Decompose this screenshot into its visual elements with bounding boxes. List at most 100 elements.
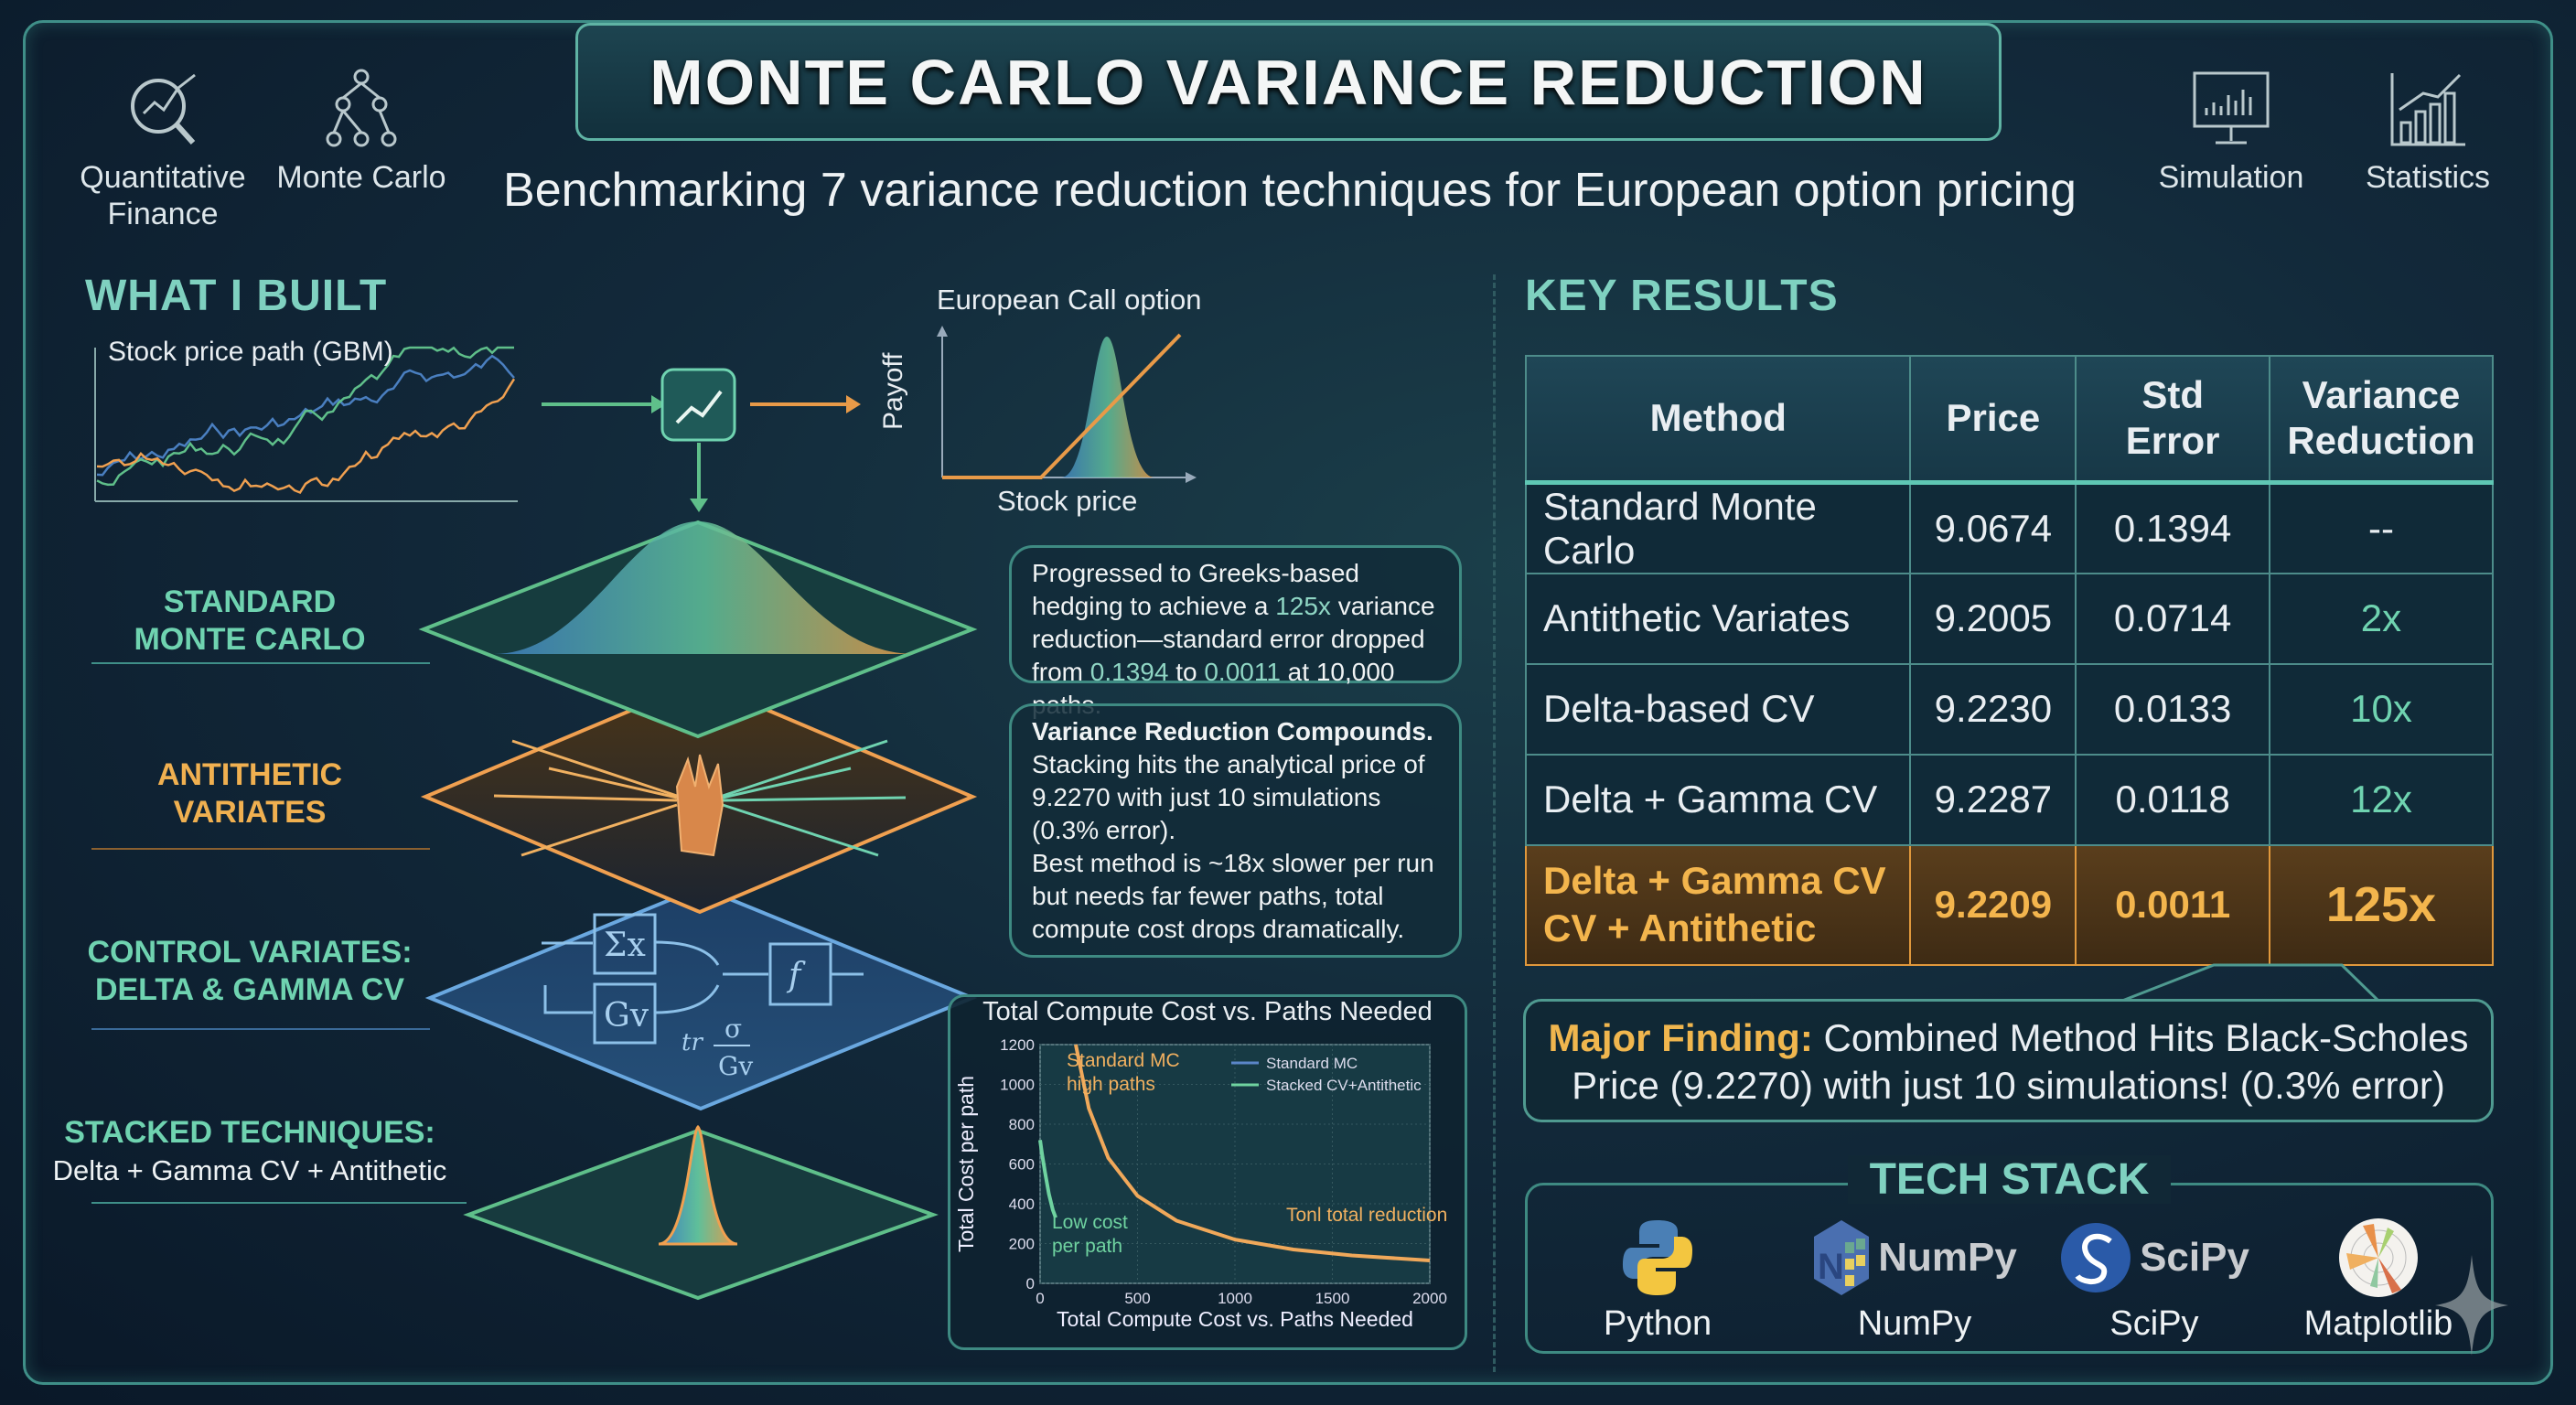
tech-python: Python xyxy=(1548,1217,1767,1344)
tree-network-icon xyxy=(326,69,397,147)
chart-annotation: high paths xyxy=(1067,1074,1155,1095)
callout-compounds: Variance Reduction Compounds. Stacking h… xyxy=(1009,703,1462,958)
tech-stack-title: TECH STACK xyxy=(1847,1155,2172,1204)
column-header: Variance Reduction xyxy=(2268,355,2495,485)
top-icon-label: Finance xyxy=(107,197,219,231)
cell-std-error: 0.0118 xyxy=(2075,753,2270,846)
numpy-logo-icon: N xyxy=(1814,1220,1870,1295)
title-banner: MONTE CARLO VARIANCE REDUCTION xyxy=(575,23,2002,141)
stock-path-line xyxy=(96,354,515,477)
top-icon-label: Quantitative xyxy=(80,160,246,195)
tech-matplotlib: Matplotlib xyxy=(2269,1217,2488,1344)
chart-title: Total Compute Cost vs. Paths Needed xyxy=(982,997,1433,1026)
tech-stack-heading: TECH STACK xyxy=(1525,1154,2494,1205)
table-row: Antithetic Variates 9.2005 0.0714 2x xyxy=(1524,572,2495,665)
top-icon-label: Monte Carlo xyxy=(276,160,446,195)
legend-label: Standard MC xyxy=(1266,1055,1358,1072)
tier-line: Delta + Gamma CV + Antithetic xyxy=(52,1154,447,1186)
trend-up-icon xyxy=(675,390,723,424)
payoff-xlabel: Stock price xyxy=(997,485,1138,517)
monitor-chart-icon xyxy=(2193,71,2270,145)
x-tick-label: 0 xyxy=(1036,1290,1044,1307)
python-logo-icon xyxy=(1623,1220,1692,1295)
arrow-down-icon xyxy=(690,499,708,512)
table-row: Delta-based CV 9.2230 0.0133 10x xyxy=(1524,662,2495,756)
cell-price: 9.2209 xyxy=(1909,843,2077,966)
y-tick-label: 200 xyxy=(1009,1236,1035,1253)
callout-highlight: 0.0011 xyxy=(1204,658,1281,686)
bar-chart-icon xyxy=(2390,73,2465,146)
cell-std-error: 0.0011 xyxy=(2075,843,2270,966)
cell-price: 9.2005 xyxy=(1909,572,2077,665)
tech-label: NumPy xyxy=(1857,1304,1972,1343)
callout-text: Progressed to Greeks-based hedging to ac… xyxy=(1032,559,1359,620)
simulation-badge: Simulation xyxy=(2131,68,2332,196)
tier-stacked: STACKED TECHNIQUES: Delta + Gamma CV + An… xyxy=(46,1114,454,1189)
y-tick-label: 600 xyxy=(1009,1156,1035,1174)
antithetic-rays xyxy=(493,739,907,857)
callout-text: Best method is ~18x slower per run but n… xyxy=(1032,849,1434,943)
page-subtitle: Benchmarking 7 variance reduction techni… xyxy=(503,164,2077,217)
cell-variance-reduction: 10x xyxy=(2268,662,2495,756)
stock-path-line xyxy=(96,378,516,495)
monte-carlo-badge: Monte Carlo xyxy=(261,68,462,196)
tier-line: MONTE CARLO xyxy=(134,622,366,657)
bell-curve xyxy=(494,521,915,654)
tech-label: Matplotlib xyxy=(2303,1304,2453,1343)
tech-label: Python xyxy=(1603,1304,1712,1343)
y-tick-label: 400 xyxy=(1009,1196,1035,1213)
cell-method: Delta-based CV xyxy=(1524,662,1912,756)
x-tick-label: 1500 xyxy=(1315,1290,1350,1307)
what-i-built-heading: WHAT I BUILT xyxy=(85,272,388,320)
legend-label: Stacked CV+Antithetic xyxy=(1266,1077,1422,1094)
control-variates-flow xyxy=(542,913,864,1045)
tier-antithetic: ANTITHETIC VARIATES xyxy=(58,756,442,831)
svg-text:N: N xyxy=(1818,1247,1844,1287)
method-line: Delta + Gamma CV xyxy=(1543,859,1886,902)
sigma-symbol: σ xyxy=(724,1014,742,1044)
finding-text: Combined Method Hits Black-Scholes Price… xyxy=(1572,1016,2469,1107)
statistics-badge: Statistics xyxy=(2327,68,2528,196)
cell-method: Antithetic Variates xyxy=(1524,572,1912,665)
stock-path-line xyxy=(96,346,514,487)
tech-scipy: SciPy SciPy xyxy=(2035,1217,2273,1344)
tier-line: DELTA & GAMMA CV xyxy=(94,972,405,1007)
callout-text: Stacking hits the analytical price of 9.… xyxy=(1032,750,1425,844)
cell-price: 9.2230 xyxy=(1909,662,2077,756)
stock-path-label: Stock price path (GBM) xyxy=(108,337,393,367)
gv-denominator: Gv xyxy=(718,1051,753,1081)
x-axis-label: Total Compute Cost vs. Paths Needed xyxy=(1057,1307,1413,1331)
cell-price: 9.0674 xyxy=(1909,481,2077,574)
tr-symbol: tr xyxy=(682,1029,703,1056)
tier-line: STANDARD xyxy=(163,585,337,619)
payoff-title: European Call option xyxy=(937,284,1202,316)
sparkle-icon xyxy=(2435,1255,2508,1356)
callout-greeks: Progressed to Greeks-based hedging to ac… xyxy=(1009,545,1462,719)
cell-variance-reduction: -- xyxy=(2268,481,2495,574)
tier-standard-mc: STANDARD MONTE CARLO xyxy=(58,584,442,659)
stock-path-chart xyxy=(94,346,518,502)
top-icon-label: Statistics xyxy=(2365,160,2491,195)
cell-variance-reduction: 12x xyxy=(2268,753,2495,846)
tech-label: SciPy xyxy=(2109,1304,2199,1343)
trend-icon-box xyxy=(660,368,736,442)
outer-frame xyxy=(23,20,2553,1385)
cell-std-error: 0.0133 xyxy=(2075,662,2270,756)
table-row: Standard Monte Carlo 9.0674 0.1394 -- xyxy=(1524,481,2495,574)
column-header: Method xyxy=(1524,355,1912,485)
compute-cost-chart: 0 500 1000 1500 2000 0 200 400 600 800 1000 1200 Tot… xyxy=(954,1036,1447,1331)
key-results-heading: KEY RESULTS xyxy=(1525,272,1839,320)
section-divider xyxy=(1493,274,1496,1372)
cell-std-error: 0.1394 xyxy=(2075,481,2270,574)
cell-price: 9.2287 xyxy=(1909,753,2077,846)
arrow-icon xyxy=(846,395,861,413)
cell-method: Delta + Gamma CV CV + Antithetic xyxy=(1524,843,1912,966)
x-tick-label: 500 xyxy=(1124,1290,1150,1307)
tier-line: ANTITHETIC xyxy=(156,757,343,792)
chart-annotation: per path xyxy=(1052,1236,1122,1257)
callout-text: to xyxy=(1168,658,1205,686)
tech-numpy: N NumPy NumPy xyxy=(1787,1217,2043,1344)
y-tick-label: 800 xyxy=(1009,1116,1035,1133)
y-tick-label: 1000 xyxy=(1000,1077,1035,1094)
